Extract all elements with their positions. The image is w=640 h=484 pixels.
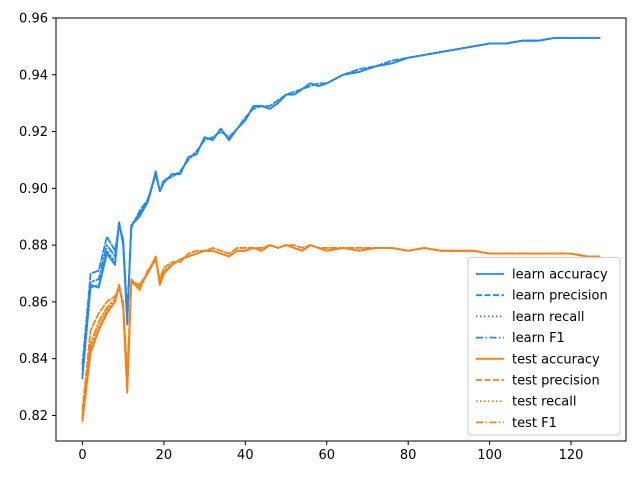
y-tick-label: 0.90 xyxy=(19,182,48,197)
y-axis-ticks: 0.82 0.84 0.86 0.88 0.90 0.92 0.94 0.96 xyxy=(19,12,56,424)
series-line-test-f1 xyxy=(81,244,601,417)
legend-label: learn precision xyxy=(512,289,608,304)
x-axis-ticks: 0 20 40 60 80 100 120 xyxy=(78,441,583,463)
x-tick-label: 120 xyxy=(559,448,584,463)
series-layer xyxy=(81,36,601,423)
legend-box xyxy=(467,256,621,436)
x-tick-label: 20 xyxy=(156,448,173,463)
x-tick-label: 40 xyxy=(237,448,254,463)
y-tick-label: 0.88 xyxy=(19,239,48,254)
legend-label: test F1 xyxy=(512,416,557,431)
series-line-learn-f1 xyxy=(81,36,601,371)
legend-label: test accuracy xyxy=(512,352,600,367)
legend-label: learn recall xyxy=(512,310,584,325)
y-tick-label: 0.86 xyxy=(19,295,48,310)
x-tick-label: 80 xyxy=(400,448,417,463)
legend: learn accuracy learn precision learn recal… xyxy=(467,256,621,436)
y-tick-label: 0.84 xyxy=(19,352,48,367)
x-tick-label: 0 xyxy=(78,448,86,463)
legend-label: learn accuracy xyxy=(512,268,608,283)
y-tick-label: 0.82 xyxy=(19,409,48,424)
x-tick-label: 100 xyxy=(477,448,502,463)
plot-frame xyxy=(55,17,627,442)
y-tick-label: 0.96 xyxy=(19,12,48,27)
y-tick-label: 0.92 xyxy=(19,125,48,140)
legend-label: test precision xyxy=(512,374,600,389)
legend-label: test recall xyxy=(512,395,577,410)
y-tick-label: 0.94 xyxy=(19,68,48,83)
x-tick-label: 60 xyxy=(318,448,335,463)
legend-label: learn F1 xyxy=(512,331,565,346)
